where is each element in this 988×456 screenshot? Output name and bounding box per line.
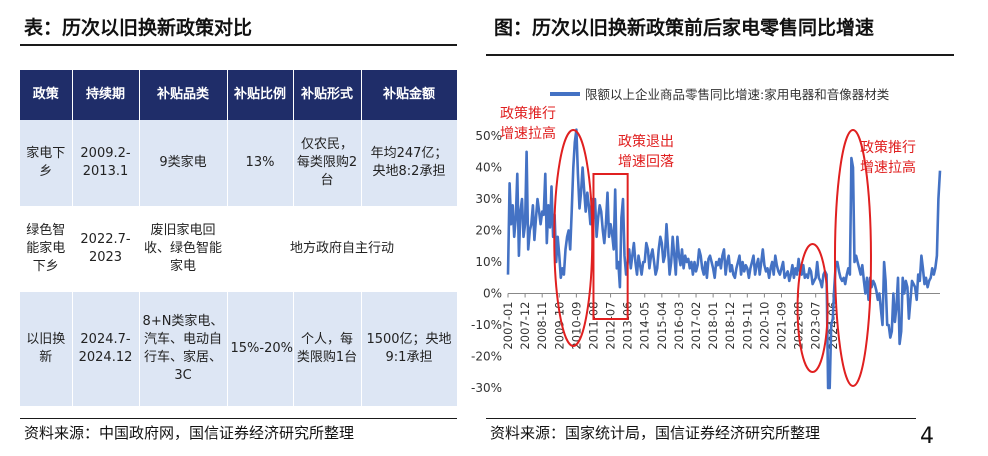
- cell-period: 2022.7-2023: [72, 206, 140, 292]
- cell-ratio: 13%: [227, 120, 294, 207]
- cell-ratio: 15%-20%: [227, 291, 294, 407]
- page-number: 4: [920, 424, 934, 449]
- x-tick-label: 2015-04: [655, 302, 669, 350]
- cell-amount: 年均247亿；央地8:2承担: [361, 120, 458, 207]
- header-amount: 补贴金额: [361, 70, 458, 120]
- annotation-label-2: 政策退出: [618, 133, 674, 150]
- x-tick-label: 2007-01: [501, 302, 515, 350]
- x-tick-label: 2023-07: [809, 302, 823, 350]
- table-row: 绿色智能家电下乡 2022.7-2023 废旧家电回收、绿色智能家电 地方政府自…: [20, 206, 458, 292]
- x-tick-label: 2008-11: [535, 302, 549, 350]
- cell-merged-action: 地方政府自主行动: [227, 206, 458, 292]
- x-tick-label: 2019-11: [740, 302, 754, 350]
- annotation-ellipse-2024: [833, 129, 872, 387]
- cell-policy: 绿色智能家电下乡: [20, 206, 73, 292]
- annotation-label-3: 政策推行: [860, 139, 916, 156]
- x-tick-label: 2014-05: [638, 302, 652, 350]
- y-tick-label: 20%: [475, 224, 502, 238]
- legend-label: 限额以上企业商品零售同比增速:家用电器和音像器材类: [585, 87, 890, 102]
- left-source: 资料来源：中国政府网，国信证券经济研究所整理: [24, 424, 355, 442]
- header-period: 持续期: [72, 70, 140, 120]
- cell-category: 8+N类家电、汽车、电动自行车、家居、3C: [139, 291, 228, 407]
- table-title-rule: [20, 44, 457, 46]
- y-tick-label: -10%: [471, 318, 502, 332]
- x-tick-label: 2013-06: [621, 302, 635, 350]
- header-policy: 政策: [20, 70, 73, 120]
- y-tick-label: -20%: [471, 350, 502, 364]
- x-tick-label: 2018-12: [723, 302, 737, 350]
- chart-title-rule: [486, 54, 954, 56]
- x-tick-label: 2011-08: [586, 302, 600, 350]
- annotation-label-2: 增速回落: [618, 154, 674, 170]
- cell-form: 个人，每类限购1台: [293, 291, 362, 407]
- cell-form: 仅农民，每类限购2台: [293, 120, 362, 207]
- y-tick-label: 40%: [475, 161, 502, 175]
- x-tick-label: 2007-12: [518, 302, 532, 350]
- cell-policy: 家电下乡: [20, 120, 73, 207]
- table-header-row: 政策 持续期 补贴品类 补贴比例 补贴形式 补贴金额: [20, 70, 458, 120]
- y-tick-label: -30%: [471, 381, 502, 395]
- header-ratio: 补贴比例: [227, 70, 294, 120]
- header-category: 补贴品类: [139, 70, 228, 120]
- retail-growth-line-chart: 50%40%30%20%10%0%-10%-20%-30% 2007-01 200…: [471, 87, 942, 395]
- x-tick-label: 2009-10: [552, 302, 566, 350]
- chart-title: 图：历次以旧换新政策前后家电零售同比增速: [494, 17, 875, 39]
- table-row: 家电下乡 2009.2-2013.1 9类家电 13% 仅农民，每类限购2台 年…: [20, 120, 458, 207]
- annotation-label-1: 增速拉高: [500, 125, 556, 142]
- annotation-rect-2011-2013: [592, 173, 629, 320]
- cell-period: 2009.2-2013.1: [72, 120, 140, 207]
- y-tick-label: 50%: [475, 129, 502, 143]
- annotation-ellipse-2023: [796, 243, 829, 373]
- cell-category: 9类家电: [139, 120, 228, 207]
- policy-table: 政策 持续期 补贴品类 补贴比例 补贴形式 补贴金额 家电下乡 2009.2-2…: [20, 70, 458, 407]
- y-tick-label: 0%: [483, 287, 502, 301]
- right-source: 资料来源：国家统计局，国信证券经济研究所整理: [490, 424, 821, 442]
- table-title: 表：历次以旧换新政策对比: [24, 17, 253, 39]
- x-tick-label: 2012-07: [604, 302, 618, 350]
- series-line: [506, 128, 942, 390]
- table-row: 以旧换新 2024.7-2024.12 8+N类家电、汽车、电动自行车、家居、3…: [20, 291, 458, 407]
- annotation-ellipse-2009: [553, 129, 594, 347]
- annotation-label-1: 政策推行: [500, 105, 556, 122]
- cell-amount: 1500亿；央地9:1承担: [361, 291, 458, 407]
- x-tick-label: 2021-09: [774, 302, 788, 350]
- right-footer-rule: [486, 418, 916, 419]
- cell-category: 废旧家电回收、绿色智能家电: [139, 206, 228, 292]
- x-tick-label: 2016-03: [672, 302, 686, 350]
- y-tick-label: 10%: [475, 255, 502, 269]
- x-tick-label: 2010-09: [569, 302, 583, 350]
- x-tick-label: 2020-10: [757, 302, 771, 350]
- y-tick-label: 30%: [475, 192, 502, 206]
- cell-period: 2024.7-2024.12: [72, 291, 140, 407]
- header-form: 补贴形式: [293, 70, 362, 120]
- left-footer-rule: [20, 418, 457, 419]
- x-tick-label: 2018-01: [706, 302, 720, 350]
- annotation-label-3: 增速拉高: [860, 159, 916, 176]
- x-tick-label: 2017-02: [689, 302, 703, 350]
- cell-policy: 以旧换新: [20, 291, 73, 407]
